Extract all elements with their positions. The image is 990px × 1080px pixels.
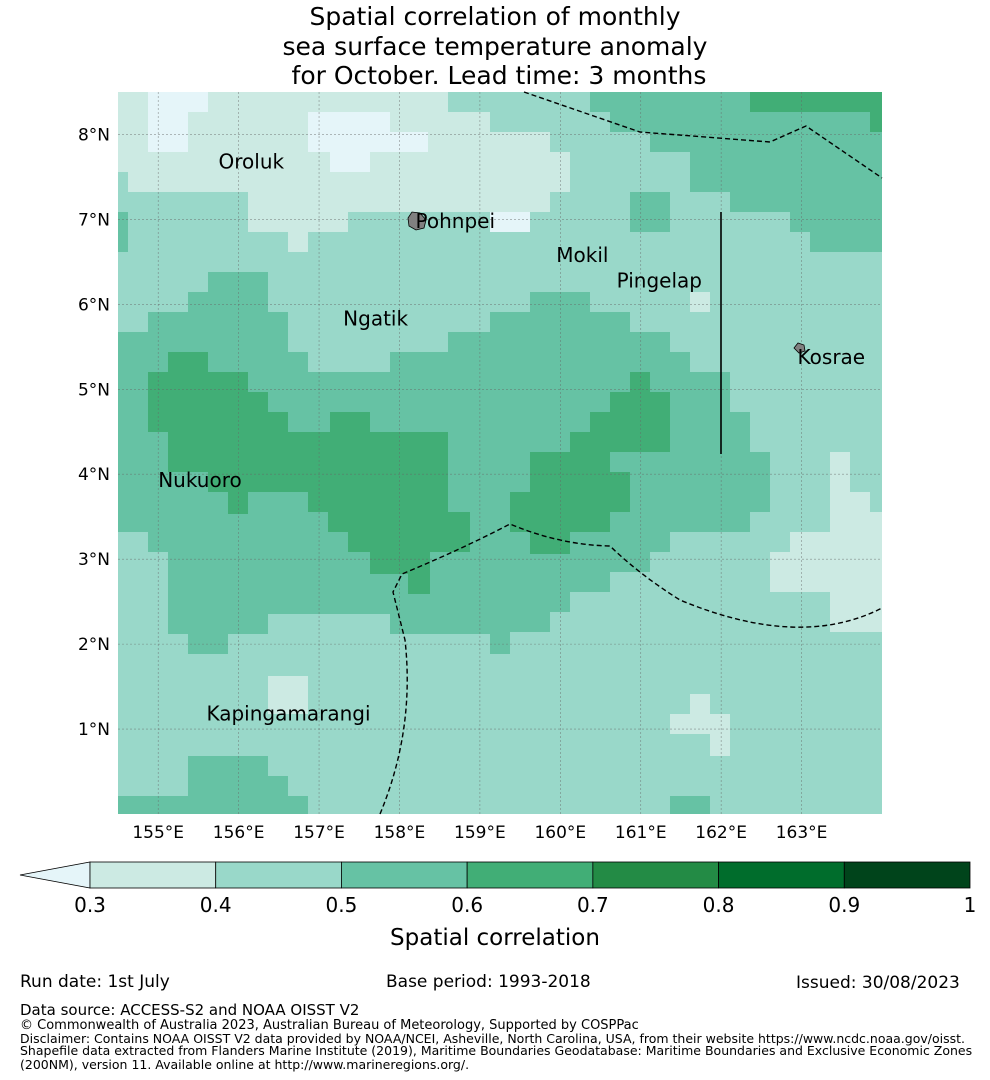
lon-tick-label: 156°E — [213, 823, 265, 843]
pohnpei-island — [407, 211, 427, 231]
colorbar-segment — [592, 861, 719, 889]
very-light-region-2 — [308, 112, 428, 172]
heatmap-cell — [710, 734, 730, 756]
colorbar-segment — [89, 861, 217, 889]
place-label: Nukuoro — [158, 468, 242, 492]
colorbar-tick-label: 0.8 — [703, 893, 735, 917]
colorbar-tick-label: 0.3 — [74, 893, 106, 917]
kosrae-island — [793, 342, 806, 354]
disclaimer-line-1: Disclaimer: Contains NOAA OISST V2 data … — [20, 1031, 965, 1046]
lat-tick-label: 1°N — [78, 720, 110, 740]
heatmap-cell — [670, 796, 710, 814]
disclaimer-line-2: Shapefile data extracted from Flanders M… — [20, 1043, 973, 1058]
colorbar-segment — [466, 861, 594, 889]
eez-boundary-north — [523, 91, 883, 179]
lat-tick-label: 4°N — [78, 465, 110, 485]
place-label: Ngatik — [343, 307, 408, 331]
colorbar-under-arrow — [19, 861, 91, 889]
colorbar-tick-label: 0.6 — [451, 893, 483, 917]
heatmap-cell — [490, 212, 530, 232]
data-source: Data source: ACCESS-S2 and NOAA OISST V2 — [20, 1001, 360, 1019]
lon-tick-label: 160°E — [534, 823, 586, 843]
place-labels: Oroluk Pohnpei Mokil Pingelap Ngatik Kosrae Nu… — [158, 149, 865, 725]
lon-tick-label: 157°E — [293, 823, 345, 843]
title-line-3: for October. Lead time: 3 months — [283, 61, 707, 90]
northeast-region — [590, 92, 882, 252]
heatmap-cell — [268, 676, 308, 714]
disclaimer-line-3: (200NM), version 11. Available online at… — [20, 1057, 470, 1072]
heatmap-cell — [690, 292, 710, 312]
colorbar-tick-label: 1 — [964, 893, 977, 917]
light-region-southeast — [770, 532, 882, 632]
lat-tick-label: 6°N — [78, 295, 110, 315]
lon-tick-label: 159°E — [454, 823, 506, 843]
correlation-heatmap — [118, 92, 882, 814]
colorbar: 0.3 0.4 0.5 0.6 0.7 0.8 0.9 1 Spatial correlatio… — [19, 861, 977, 951]
title-line-2: sea surface temperature anomaly — [282, 31, 708, 61]
graticule — [118, 92, 882, 814]
colorbar-segment — [843, 861, 971, 889]
colorbar-tick-label: 0.4 — [200, 893, 232, 917]
lon-tick-label: 162°E — [695, 823, 747, 843]
chart-title: Spatial correlation of monthly sea surfa… — [0, 2, 990, 91]
colorbar-segment — [718, 861, 845, 889]
lat-tick-label: 2°N — [78, 635, 110, 655]
heatmap-cell — [118, 212, 128, 252]
dark-region-east — [570, 372, 670, 452]
heatmap-cell — [408, 574, 430, 594]
heatmap-cell — [630, 192, 670, 232]
axis-ticks: 155°E 156°E 157°E 158°E 159°E 160°E 161°E 162°E… — [78, 125, 827, 843]
place-label: Pingelap — [617, 268, 702, 292]
lat-tick-label: 7°N — [78, 210, 110, 230]
dark-region-northeast — [750, 92, 882, 132]
colorbar-tick-label: 0.7 — [577, 893, 609, 917]
heatmap-cell — [690, 694, 710, 714]
place-label: Pohnpei — [416, 209, 496, 233]
colorbar-segment — [341, 861, 468, 889]
island-shapes — [407, 211, 806, 354]
colorbar-segment — [215, 861, 342, 889]
dark-region-center — [510, 452, 630, 554]
run-date: Run date: 1st July — [20, 972, 170, 992]
light-region-east — [830, 452, 882, 532]
lon-tick-label: 155°E — [132, 823, 184, 843]
lon-tick-label: 163°E — [776, 823, 828, 843]
colorbar-label: Spatial correlation — [390, 925, 600, 951]
eez-boundary-south — [379, 523, 883, 815]
base-period: Base period: 1993-2018 — [386, 972, 591, 992]
place-label: Oroluk — [219, 149, 285, 173]
place-label: Mokil — [556, 243, 608, 267]
colorbar-tick-label: 0.5 — [326, 893, 358, 917]
lat-tick-label: 8°N — [78, 125, 110, 145]
lat-tick-label: 3°N — [78, 550, 110, 570]
very-light-region-1 — [148, 92, 208, 152]
place-label: Kosrae — [798, 345, 866, 369]
map-figure: Oroluk Pohnpei Mokil Pingelap Ngatik Kosrae Nu… — [19, 91, 977, 951]
dark-region-west — [148, 352, 470, 574]
maritime-boundaries — [379, 91, 883, 815]
lat-tick-label: 5°N — [78, 380, 110, 400]
south-region — [118, 756, 308, 814]
copyright: © Commonwealth of Australia 2023, Austra… — [20, 1018, 639, 1033]
lon-tick-label: 161°E — [615, 823, 667, 843]
issued-date: Issued: 30/08/2023 — [796, 973, 960, 993]
title-line-1: Spatial correlation of monthly — [309, 2, 681, 31]
colorbar-tick-label: 0.9 — [828, 893, 860, 917]
place-label: Kapingamarangi — [206, 702, 370, 726]
lon-tick-label: 158°E — [374, 823, 426, 843]
